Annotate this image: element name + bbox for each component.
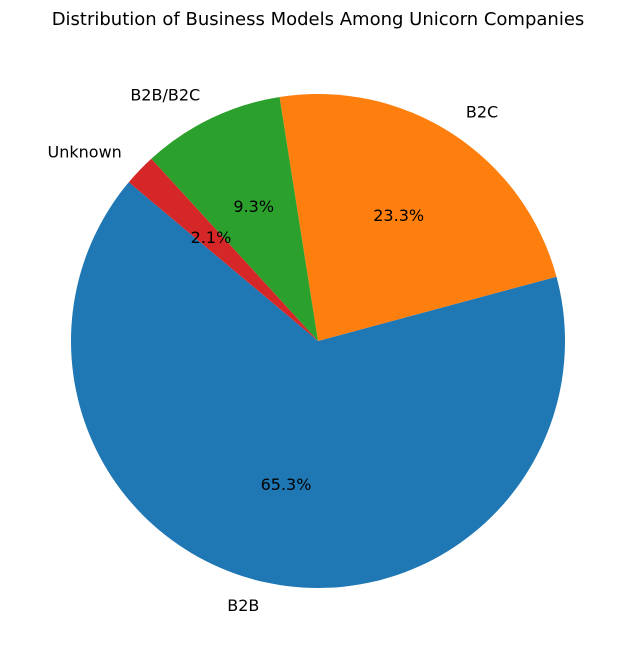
pct-label-b2b-b2c: 9.3% <box>233 197 274 216</box>
slice-label-unknown: Unknown <box>48 143 122 162</box>
pie-slice-b2c <box>279 93 557 341</box>
slice-label-b2b: B2B <box>227 596 259 615</box>
pie-slice-b2b-b2c <box>151 97 318 341</box>
pct-label-b2c: 23.3% <box>373 206 424 225</box>
pie-slice-b2b <box>71 182 566 588</box>
slice-label-b2b-b2c: B2B/B2C <box>130 86 200 105</box>
chart-title: Distribution of Business Models Among Un… <box>52 9 585 30</box>
pie-labels: B2B 65.3% B2C 23.3% B2B/B2C 9.3% Unknown 2.1% <box>48 86 499 615</box>
slice-label-b2c: B2C <box>466 103 498 122</box>
pct-label-b2b: 65.3% <box>261 475 312 494</box>
pct-label-unknown: 2.1% <box>191 228 232 247</box>
pie-slices <box>71 93 566 588</box>
pie-slice-unknown <box>128 158 318 341</box>
